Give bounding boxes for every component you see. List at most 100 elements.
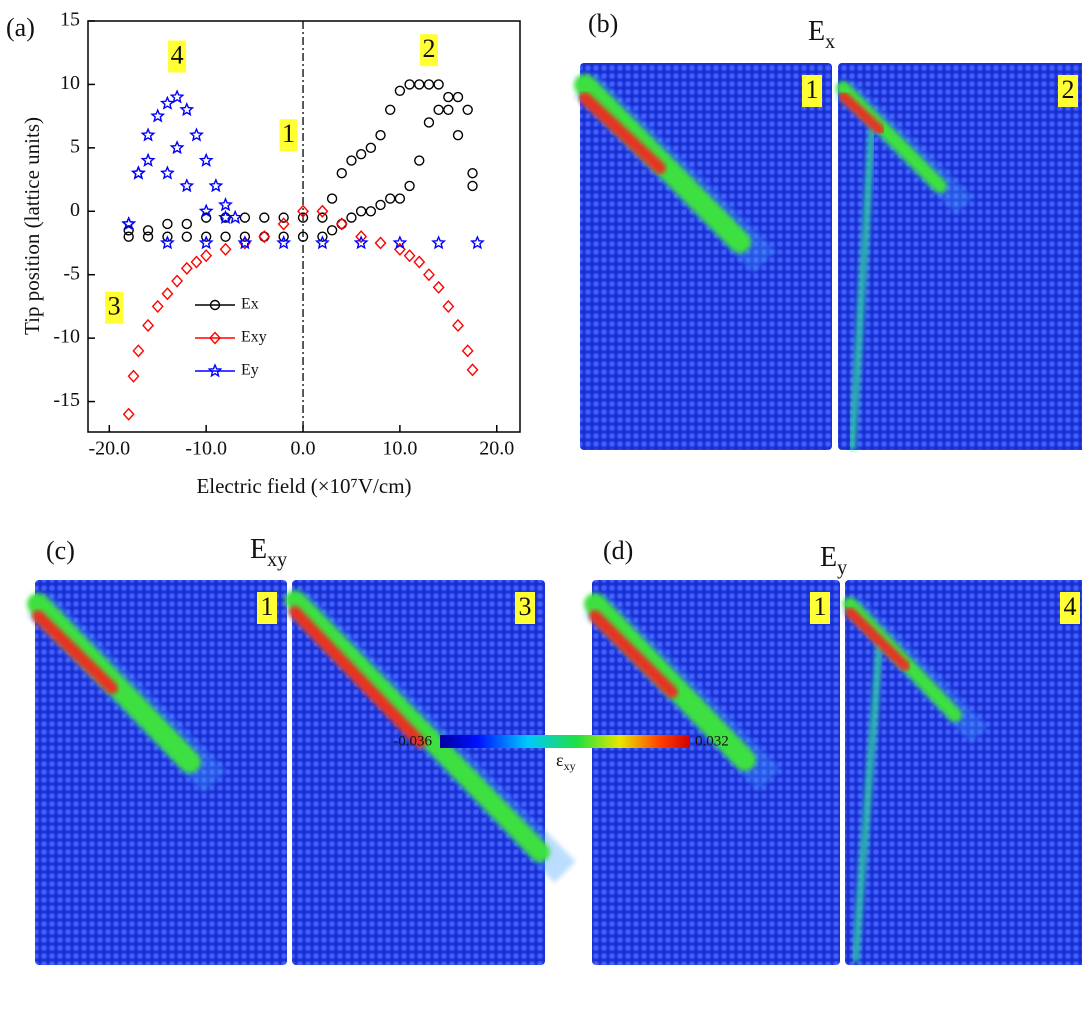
annotation-box — [168, 40, 187, 73]
lattice — [845, 580, 1082, 965]
marker — [466, 363, 479, 377]
marker — [297, 231, 309, 242]
marker — [209, 299, 221, 311]
strain-map: 2 — [834, 63, 1082, 451]
marker — [123, 231, 134, 242]
colorbar-max: 0.032 — [695, 733, 729, 749]
marker — [207, 363, 223, 378]
lattice — [838, 63, 1082, 450]
title-sub: xy — [267, 549, 287, 571]
marker — [200, 249, 213, 263]
marker — [198, 235, 214, 250]
marker — [443, 91, 454, 103]
annotation-box — [419, 34, 438, 67]
y-axis-label: Tip position (lattice units) — [20, 117, 44, 335]
image-label: 3 — [519, 592, 532, 621]
image-label-box — [515, 592, 535, 624]
x-tick-label: 10.0 — [382, 438, 417, 460]
marker — [375, 129, 386, 141]
band-core — [289, 606, 426, 748]
band-core — [579, 92, 666, 174]
title-base: E — [250, 534, 267, 565]
marker — [346, 212, 357, 223]
marker — [140, 152, 156, 167]
marker — [200, 212, 212, 223]
branch — [848, 127, 876, 451]
annotation-box — [279, 119, 298, 152]
title-sub: y — [837, 557, 847, 579]
marker — [403, 249, 416, 263]
marker — [414, 155, 425, 166]
marker — [276, 235, 292, 250]
image-label-box — [1058, 75, 1078, 107]
panel-label: (b) — [588, 9, 618, 38]
marker — [227, 209, 243, 225]
marker — [374, 236, 387, 250]
marker — [404, 79, 415, 90]
marker — [443, 104, 454, 115]
colorbar-min: -0.036 — [393, 733, 432, 749]
marker — [365, 142, 377, 154]
marker — [316, 204, 329, 218]
marker — [239, 212, 251, 223]
marker — [200, 231, 212, 242]
band-core — [589, 610, 678, 698]
marker — [353, 235, 369, 250]
marker — [394, 193, 406, 204]
marker — [404, 180, 415, 192]
marker — [259, 212, 270, 223]
marker — [140, 127, 156, 142]
marker — [198, 203, 214, 218]
marker — [414, 79, 425, 90]
image-label: 1 — [261, 592, 274, 621]
marker — [346, 155, 357, 166]
marker — [392, 235, 408, 250]
label-base: ε — [556, 750, 564, 770]
strain-map: 1 — [573, 63, 832, 450]
marker — [179, 178, 195, 193]
strain-map: 3 — [284, 580, 576, 965]
band-core — [845, 607, 910, 671]
y-tick-label: 10 — [60, 72, 80, 94]
title-sub: x — [825, 31, 835, 53]
marker — [259, 231, 270, 242]
band-core — [838, 91, 885, 135]
title-base: E — [820, 542, 837, 573]
marker — [132, 344, 145, 358]
marker — [208, 178, 224, 193]
marker — [452, 318, 464, 332]
strain-map: 4 — [841, 580, 1082, 965]
marker — [237, 235, 253, 250]
panel-a: (a) Electric field (×10⁷V/cm) Tip positi… — [6, 9, 521, 498]
marker — [181, 218, 192, 230]
marker — [432, 280, 445, 294]
panel-label: (d) — [603, 536, 633, 565]
series — [121, 89, 485, 250]
marker — [162, 218, 173, 230]
marker — [159, 165, 175, 180]
y-tick-label: 0 — [70, 199, 80, 221]
marker — [431, 235, 447, 250]
marker — [142, 318, 155, 332]
marker — [423, 117, 435, 128]
marker — [161, 287, 174, 301]
marker — [355, 206, 367, 217]
legend-label: Ex — [241, 296, 259, 313]
marker — [151, 299, 164, 313]
marker — [452, 129, 464, 141]
panel-label: (a) — [6, 13, 35, 42]
marker — [190, 255, 203, 269]
marker — [142, 231, 154, 242]
colorbar: -0.036 0.032 εxy — [393, 733, 729, 772]
image-label: 4 — [1064, 592, 1077, 621]
legend-label: Exy — [241, 329, 267, 346]
marker — [150, 108, 166, 123]
marker — [131, 165, 146, 180]
annotation: 4 — [171, 40, 184, 69]
marker — [317, 231, 328, 242]
legend-label: Ey — [241, 362, 259, 379]
panel-title: Ex — [808, 16, 835, 52]
marker — [258, 230, 271, 244]
